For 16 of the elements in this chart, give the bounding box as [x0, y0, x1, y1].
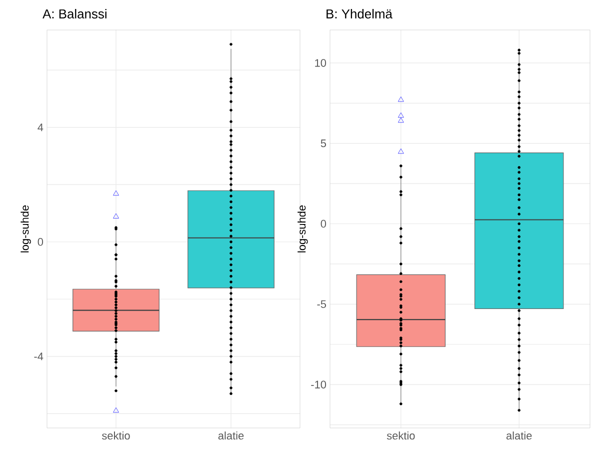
y-tick-label: 5: [320, 140, 326, 148]
x-tick-label: alatie: [218, 432, 244, 440]
y-tick-label: 4: [38, 124, 44, 132]
chart-title: B: Yhdelmä: [326, 8, 392, 18]
x-tick-label: sektio: [386, 432, 415, 440]
y-tick-label: 10: [315, 59, 326, 67]
y-tick-label: -10: [311, 380, 326, 388]
x-tick-label: alatie: [506, 432, 532, 440]
y-axis-title: log-suhde: [20, 205, 31, 252]
chart-title: A: Balanssi: [42, 8, 106, 18]
x-tick-label: sektio: [102, 432, 130, 440]
y-tick-label: 0: [38, 238, 44, 246]
y-tick-label: -4: [34, 352, 44, 360]
y-axis-title: log-suhde: [298, 205, 308, 252]
y-tick-label: 0: [320, 220, 326, 228]
y-tick-label: -5: [317, 300, 326, 308]
